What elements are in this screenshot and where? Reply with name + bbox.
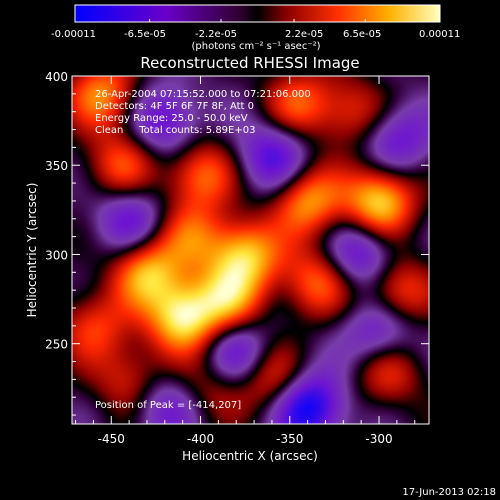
- y-tick-label: 400: [45, 70, 68, 84]
- colorbar-tick-label: 2.2e-05: [285, 29, 323, 40]
- colorbar-tick-label: -6.5e-05: [124, 29, 166, 40]
- x-tick-label: -450: [98, 432, 125, 446]
- x-tick-label: -350: [276, 432, 303, 446]
- footer-timestamp: 17-Jun-2013 02:18: [402, 487, 496, 498]
- x-axis-label: Heliocentric X (arcsec): [182, 449, 318, 463]
- peak-position-label: Position of Peak = [-414,207]: [95, 400, 241, 411]
- x-axis: -450 -400 -350 -300: [75, 76, 416, 446]
- y-axis-label: Heliocentric Y (arcsec): [25, 183, 39, 318]
- plot-frame: [71, 75, 430, 425]
- annotation-time-range: 26-Apr-2004 07:15:52.000 to 07:21:06.000: [95, 89, 311, 100]
- colorbar-ticks: [74, 19, 441, 22]
- y-tick-label: 350: [45, 159, 68, 173]
- annotation-block: 26-Apr-2004 07:15:52.000 to 07:21:06.000…: [95, 89, 311, 136]
- y-tick-label: 250: [45, 338, 68, 352]
- colorbar: [74, 4, 441, 23]
- chart-title: Reconstructed RHESSI Image: [140, 54, 359, 72]
- annotation-energy-range: Energy Range: 25.0 - 50.0 keV: [95, 113, 248, 124]
- annotation-detectors: Detectors: 4F 5F 6F 7F 8F, Att 0: [95, 101, 254, 112]
- colorbar-units-label: (photons cm⁻² s⁻¹ asec⁻²): [191, 41, 320, 52]
- x-tick-label: -400: [187, 432, 214, 446]
- x-tick-label: -300: [365, 432, 392, 446]
- colorbar-tick-label: -2.2e-05: [195, 29, 237, 40]
- y-axis: 250 300 350 400: [45, 70, 429, 416]
- colorbar-tick-label: 6.5e-05: [343, 29, 381, 40]
- colorbar-tick-label: -0.00011: [51, 29, 96, 40]
- annotation-clean-counts: Clean Total counts: 5.89E+03: [95, 125, 255, 136]
- y-tick-label: 300: [45, 248, 68, 262]
- heatmap-image: [72, 76, 429, 424]
- colorbar-tick-label: 0.00011: [419, 29, 460, 40]
- colorbar-tick-labels: -0.00011 -6.5e-05 -2.2e-05 2.2e-05 6.5e-…: [51, 29, 460, 40]
